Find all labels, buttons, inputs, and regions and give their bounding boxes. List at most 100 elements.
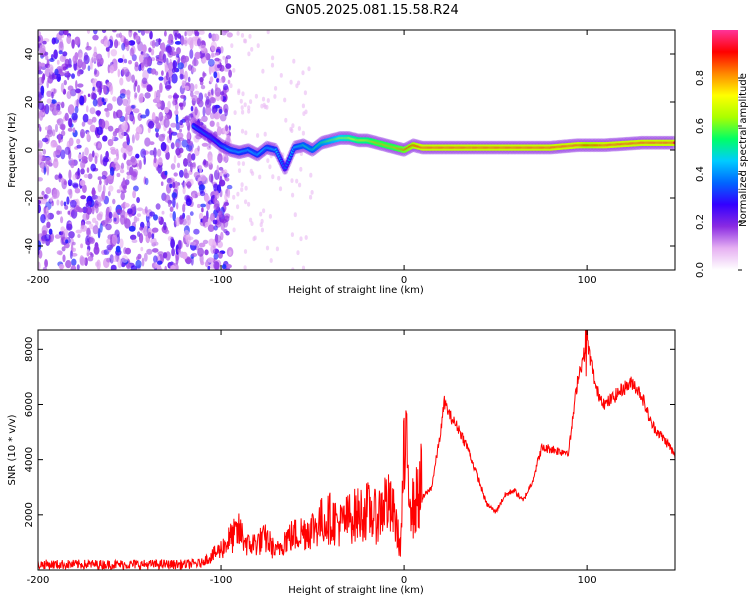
- noise-blob: [158, 157, 163, 166]
- colorbar-tick-label: 0.8: [695, 70, 706, 86]
- noise-blob: [38, 151, 43, 161]
- noise-blob: [90, 92, 96, 100]
- noise-blob: [136, 217, 140, 222]
- noise-blob: [216, 164, 219, 173]
- noise-blob: [221, 264, 227, 270]
- noise-blob: [218, 78, 223, 83]
- noise-blob: [232, 227, 236, 233]
- noise-blob: [119, 93, 126, 99]
- noise-blob: [174, 41, 182, 45]
- noise-blob: [249, 217, 253, 223]
- noise-blob: [184, 115, 191, 123]
- noise-blob: [51, 72, 55, 81]
- noise-blob: [77, 154, 82, 160]
- noise-blob: [223, 83, 229, 91]
- noise-blob: [84, 147, 89, 156]
- noise-blob: [115, 245, 121, 253]
- noise-blob: [76, 138, 81, 145]
- noise-blob: [99, 223, 103, 233]
- noise-blob: [52, 158, 59, 169]
- noise-blob: [167, 68, 174, 79]
- noise-blob: [58, 133, 61, 144]
- noise-blob: [108, 125, 114, 132]
- noise-blob: [195, 134, 203, 140]
- noise-blob: [126, 175, 130, 180]
- noise-blob: [175, 147, 181, 156]
- noise-blob: [71, 39, 75, 49]
- noise-blob: [64, 146, 71, 155]
- y-tick-label: 8000: [24, 337, 35, 362]
- noise-blob: [214, 57, 220, 62]
- noise-blob: [119, 169, 125, 174]
- noise-blob: [236, 31, 240, 36]
- noise-blob: [71, 241, 76, 246]
- snr-y-axis-label: SNR (10 * v/v): [7, 414, 18, 485]
- noise-blob: [103, 120, 110, 130]
- noise-blob: [156, 61, 163, 66]
- noise-blob: [202, 71, 206, 79]
- noise-blob: [117, 258, 122, 269]
- noise-blob: [120, 192, 125, 201]
- noise-blob: [38, 261, 41, 270]
- noise-blob: [101, 170, 108, 177]
- noise-blob: [101, 30, 107, 34]
- noise-blob: [191, 94, 198, 102]
- noise-blob: [137, 112, 143, 122]
- noise-blob: [58, 173, 63, 179]
- noise-blob: [169, 58, 172, 68]
- noise-blob: [53, 88, 56, 94]
- noise-blob: [298, 182, 302, 188]
- noise-blob: [61, 246, 66, 252]
- noise-blob: [181, 139, 189, 148]
- noise-blob: [197, 203, 201, 209]
- noise-blob: [38, 200, 42, 205]
- noise-blob: [47, 64, 54, 72]
- spectrogram-x-axis-label: Height of straight line (km): [288, 285, 424, 296]
- noise-blob: [103, 85, 107, 95]
- noise-blob: [183, 85, 190, 91]
- noise-blob: [66, 35, 72, 45]
- noise-blob: [174, 32, 178, 41]
- noise-blob: [96, 126, 103, 136]
- noise-blob: [182, 186, 186, 195]
- snr-y-ticks: 2000 4000 6000 8000: [24, 337, 675, 528]
- noise-blob: [160, 141, 167, 152]
- noise-blob: [139, 226, 144, 231]
- noise-blob: [301, 103, 305, 109]
- noise-blob: [270, 62, 275, 68]
- noise-blob: [60, 177, 65, 184]
- noise-blob: [186, 181, 192, 189]
- noise-blob: [131, 74, 136, 83]
- noise-blob: [55, 110, 62, 116]
- noise-blob: [240, 187, 244, 193]
- noise-blob: [266, 30, 270, 35]
- noise-blob: [76, 64, 81, 71]
- noise-blob: [240, 182, 244, 188]
- noise-blob: [66, 223, 73, 231]
- noise-blob: [204, 194, 210, 202]
- noise-blob: [218, 166, 224, 171]
- noise-blob: [136, 197, 141, 203]
- noise-blob: [183, 168, 188, 179]
- noise-blob: [174, 180, 178, 189]
- noise-blob: [105, 223, 112, 231]
- noise-blob: [175, 121, 181, 131]
- noise-blob: [266, 158, 270, 164]
- noise-blob: [92, 86, 95, 91]
- noise-blob: [259, 211, 263, 217]
- noise-blob: [67, 210, 71, 215]
- noise-blob: [297, 80, 301, 86]
- noise-blob: [103, 177, 108, 186]
- noise-blob: [66, 196, 70, 205]
- noise-blob: [40, 62, 46, 67]
- noise-blob: [220, 91, 225, 96]
- noise-blob: [54, 234, 61, 239]
- noise-blob: [217, 64, 221, 69]
- noise-blob: [60, 200, 64, 207]
- noise-blob: [122, 177, 126, 187]
- noise-blob: [194, 106, 198, 116]
- noise-blob: [250, 47, 254, 52]
- noise-blob: [132, 190, 137, 199]
- noise-blob: [256, 133, 260, 138]
- noise-blob: [200, 124, 207, 130]
